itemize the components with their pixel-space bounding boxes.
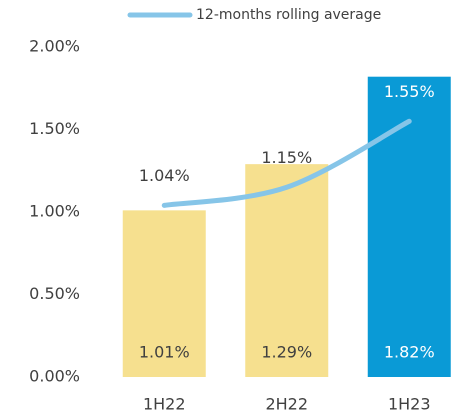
bar bbox=[367, 76, 451, 377]
bar-value-label: 1.01% bbox=[139, 343, 190, 362]
x-tick-label: 1H22 bbox=[143, 395, 186, 414]
legend-label: 12-months rolling average bbox=[196, 7, 381, 23]
y-tick-label: 2.00% bbox=[29, 37, 80, 56]
y-tick-label: 1.00% bbox=[29, 202, 80, 221]
y-tick-label: 0.50% bbox=[29, 284, 80, 303]
x-tick-label: 2H22 bbox=[265, 395, 308, 414]
bar-value-label: 1.29% bbox=[261, 343, 312, 362]
line-value-label: 1.55% bbox=[384, 82, 435, 101]
y-tick-label: 0.00% bbox=[29, 367, 80, 386]
y-tick-label: 1.50% bbox=[29, 119, 80, 138]
line-value-label: 1.15% bbox=[261, 148, 312, 167]
line bbox=[161, 118, 412, 208]
x-tick-label: 1H23 bbox=[388, 395, 431, 414]
line-value-label: 1.04% bbox=[139, 166, 190, 185]
bar-value-label: 1.82% bbox=[384, 343, 435, 362]
bar bbox=[122, 210, 206, 377]
bar bbox=[245, 164, 329, 377]
